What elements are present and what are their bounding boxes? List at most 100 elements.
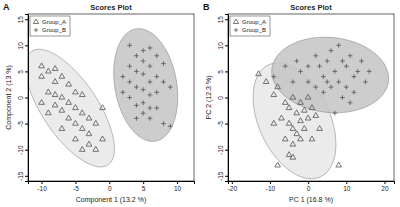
point <box>336 162 342 167</box>
plot-frame <box>228 14 394 181</box>
point <box>325 79 330 84</box>
tick-mark <box>346 181 347 184</box>
point <box>290 94 296 99</box>
axis-line <box>229 182 395 185</box>
point-group <box>256 71 262 76</box>
point <box>86 131 92 136</box>
tick-mark <box>308 181 309 184</box>
point <box>79 110 85 115</box>
point-group <box>309 136 315 141</box>
tick-label: -10 <box>266 185 276 192</box>
point <box>52 79 58 84</box>
point <box>161 121 166 126</box>
point <box>148 106 153 111</box>
tick-label: 0 <box>307 185 311 192</box>
x-axis: -20-1001020 <box>228 181 395 192</box>
tick: 10 <box>17 42 28 50</box>
point-group <box>79 146 85 151</box>
tick-mark <box>225 71 228 72</box>
x-axis-label: Component 1 (13.2 %) <box>76 196 146 204</box>
plot-area <box>28 29 178 167</box>
point-group <box>73 136 79 141</box>
point-group <box>352 90 357 95</box>
panel-label: B <box>203 2 210 12</box>
point-group <box>79 126 85 131</box>
tick-label: 15 <box>17 16 24 24</box>
point <box>309 105 315 110</box>
tick: -10 <box>266 181 276 192</box>
point <box>168 85 173 90</box>
tick-mark <box>25 19 28 20</box>
point-group <box>291 79 296 84</box>
point <box>141 48 146 53</box>
point-group <box>298 69 303 74</box>
point <box>298 136 304 141</box>
tick: -5 <box>217 121 228 127</box>
point-group <box>134 85 139 90</box>
tick: -10 <box>217 145 228 155</box>
point <box>141 100 146 105</box>
point-group <box>298 99 304 104</box>
point-group <box>279 115 285 120</box>
tick: -15 <box>17 171 28 181</box>
point <box>348 100 353 105</box>
point-group <box>66 115 72 120</box>
point <box>329 48 334 53</box>
tick-label: -5 <box>217 121 224 127</box>
point <box>290 154 296 159</box>
point <box>348 53 353 58</box>
point-group <box>301 107 307 112</box>
point <box>309 136 315 141</box>
legend: Group_AGroup_B <box>30 16 70 36</box>
point <box>59 73 65 78</box>
point-group <box>141 72 146 77</box>
point <box>317 126 323 131</box>
tick-mark <box>25 71 28 72</box>
point <box>39 73 45 78</box>
point-group <box>86 131 92 136</box>
tick-label: 5 <box>217 70 224 74</box>
point-group <box>39 99 45 104</box>
point <box>336 79 341 84</box>
point-group <box>313 112 319 117</box>
point <box>79 92 85 97</box>
tick-label: 0 <box>17 96 24 100</box>
point-group <box>283 64 288 69</box>
tick-mark <box>42 181 43 184</box>
plot-frame <box>28 14 194 181</box>
point-group <box>275 162 281 167</box>
point-group <box>73 120 79 125</box>
tick: 5 <box>142 181 146 192</box>
point <box>127 79 132 84</box>
point <box>134 85 139 90</box>
point-group <box>39 73 45 78</box>
point <box>127 64 132 69</box>
point <box>59 126 65 131</box>
point-group <box>286 105 292 110</box>
point <box>306 64 311 69</box>
legend-label: Group_A <box>242 19 266 25</box>
point-group <box>355 69 360 74</box>
point-group <box>59 126 65 131</box>
tick: 5 <box>17 70 28 74</box>
point <box>352 74 357 79</box>
tick-mark <box>225 45 228 46</box>
tick-mark <box>25 150 28 151</box>
point <box>161 61 166 66</box>
point-group <box>298 136 304 141</box>
y-axis-label: Component 2 (13 %) <box>5 65 13 130</box>
point-group <box>298 118 304 123</box>
point <box>73 105 79 110</box>
tick-label: 10 <box>174 185 182 192</box>
point-group <box>367 69 372 74</box>
point-group <box>73 89 79 94</box>
point <box>298 118 304 123</box>
point-group <box>309 105 315 110</box>
point <box>127 95 132 100</box>
tick-label: -5 <box>73 185 79 192</box>
point-group <box>340 95 345 100</box>
chart-title: Scores Plot <box>90 3 132 12</box>
legend-marker-group <box>233 19 238 24</box>
point <box>59 94 65 99</box>
tick-mark <box>225 150 228 151</box>
